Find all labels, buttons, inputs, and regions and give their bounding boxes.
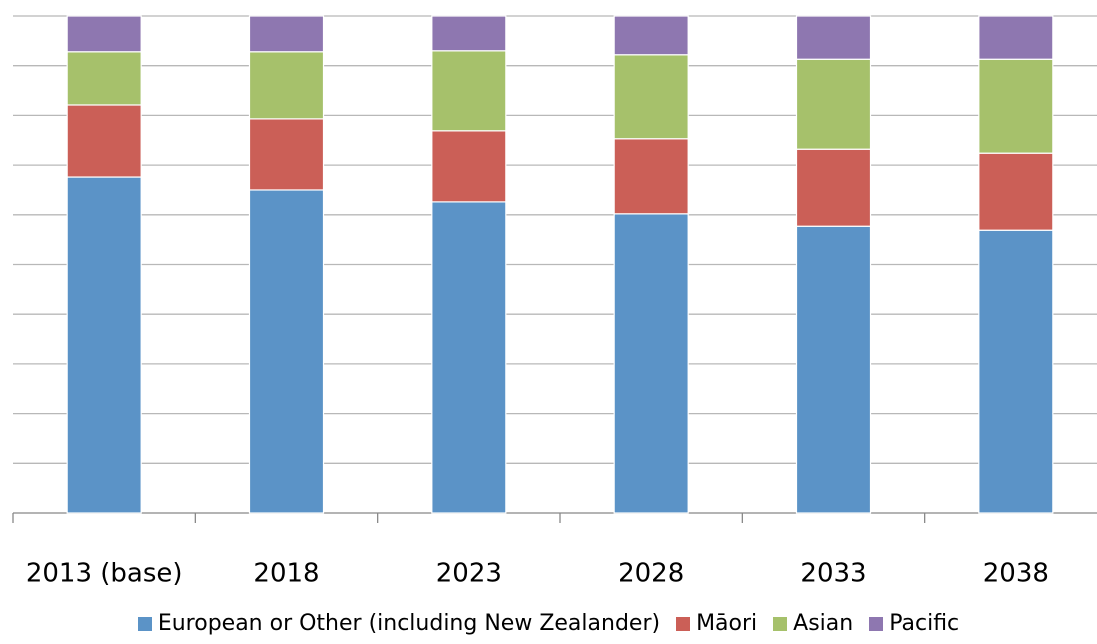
bar-segment <box>66 15 142 53</box>
legend-label: European or Other (including New Zealand… <box>157 611 661 636</box>
x-tick-label: 2028 <box>618 559 684 589</box>
legend-label: Asian <box>793 611 854 636</box>
bar-segment <box>248 51 325 120</box>
bar-segment <box>66 104 142 178</box>
legend-label: Pacific <box>889 611 960 636</box>
bar-segment <box>66 176 142 514</box>
bar-segment <box>431 15 507 52</box>
bar-segment <box>431 201 507 514</box>
legend-swatch <box>773 616 788 631</box>
bar-segment <box>795 58 872 150</box>
legend-label: Māori <box>696 611 758 636</box>
legend-swatch <box>676 616 691 631</box>
bar-segment <box>431 130 507 203</box>
bar-segment <box>613 54 689 140</box>
bar-segment <box>978 229 1054 514</box>
bar-segment <box>795 15 872 60</box>
x-tick-label: 2013 (base) <box>26 559 183 589</box>
legend-swatch <box>137 616 152 631</box>
bar-segment <box>613 15 689 56</box>
legend: European or Other (including New Zealand… <box>0 611 1097 636</box>
bar-segment <box>613 213 689 514</box>
legend-item: European or Other (including New Zealand… <box>137 611 661 636</box>
bar-segment <box>248 118 325 191</box>
bar-segment <box>248 189 325 514</box>
bar-segment <box>978 58 1054 154</box>
bar-segment <box>795 225 872 514</box>
bar-segment <box>978 15 1054 60</box>
legend-item: Pacific <box>869 611 959 636</box>
bar-segment <box>248 15 325 53</box>
x-tick-label: 2023 <box>436 559 502 589</box>
bar-segment <box>431 50 507 132</box>
x-tick-label: 2033 <box>800 559 866 589</box>
x-tick-label: 2038 <box>983 559 1049 589</box>
x-tick-label: 2018 <box>253 559 319 589</box>
bar-segment <box>613 138 689 215</box>
legend-swatch <box>869 616 884 631</box>
bar-segment <box>978 152 1054 231</box>
chart: 2013 (base) 2018 2023 2028 2033 2038 <box>12 15 1097 589</box>
bar-segment <box>795 148 872 227</box>
bar-segment <box>66 51 142 106</box>
legend-item: Asian <box>773 611 853 636</box>
legend-item: Māori <box>676 611 757 636</box>
